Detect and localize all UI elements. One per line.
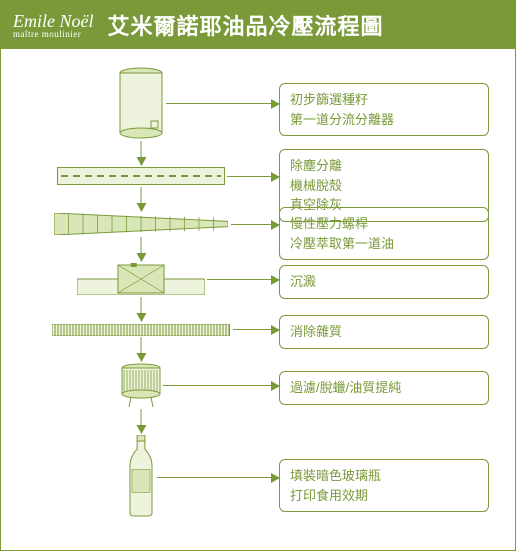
arrow-down-icon [141, 337, 142, 361]
header: Emile Noël maître moulinier 艾米爾諾耶油品冷壓流程圖 [1, 1, 515, 49]
step-text-line: 冷壓萃取第一道油 [290, 234, 478, 254]
screw-press-label: 慢性壓力螺桿冷壓萃取第一道油 [279, 207, 489, 260]
arrow-down-icon [141, 237, 142, 261]
arrow-right-icon [233, 329, 279, 330]
diagram-content: 初步篩選種籽第一道分流分離器除塵分離機械脫殼真空除灰慢性壓力螺桿冷壓萃取第一道油… [1, 49, 515, 551]
diagram-container: Emile Noël maître moulinier 艾米爾諾耶油品冷壓流程圖 [0, 0, 516, 551]
settling-label: 沉澱 [279, 265, 489, 299]
arrow-right-icon [207, 279, 279, 280]
filter-icon [121, 363, 161, 407]
impurity-icon [52, 323, 230, 335]
arrow-right-icon [163, 385, 279, 386]
step-text-line: 打印食用效期 [290, 486, 478, 506]
dehull-plate-icon [57, 167, 225, 185]
text-column: 初步篩選種籽第一道分流分離器除塵分離機械脫殼真空除灰慢性壓力螺桿冷壓萃取第一道油… [279, 49, 515, 551]
arrow-down-icon [141, 409, 142, 433]
step-text-line: 初步篩選種籽 [290, 90, 478, 110]
arrow-right-icon [227, 176, 279, 177]
screw-press-icon [54, 213, 228, 235]
brand-logo: Emile Noël maître moulinier [13, 12, 93, 39]
flow-column [1, 49, 281, 551]
settling-icon [77, 263, 205, 295]
step-text-line: 過濾/脫蠟/油質提純 [290, 378, 478, 398]
bottle-icon [128, 435, 154, 517]
step-text-line: 慢性壓力螺桿 [290, 214, 478, 234]
bottle-label: 填裝暗色玻璃瓶打印食用效期 [279, 459, 489, 512]
arrow-right-icon [166, 103, 279, 104]
step-text-line: 消除雜質 [290, 322, 478, 342]
step-text-line: 填裝暗色玻璃瓶 [290, 466, 478, 486]
brand-name: Emile Noël [13, 11, 93, 31]
step-text-line: 機械脫殼 [290, 176, 478, 196]
arrow-right-icon [157, 477, 279, 478]
arrow-right-icon [231, 224, 279, 225]
arrow-down-icon [141, 187, 142, 211]
seed-silo-icon [119, 67, 163, 139]
impurity-label: 消除雜質 [279, 315, 489, 349]
filter-label: 過濾/脫蠟/油質提純 [279, 371, 489, 405]
arrow-down-icon [141, 141, 142, 165]
brand-subtitle: maître moulinier [13, 30, 93, 39]
diagram-title: 艾米爾諾耶油品冷壓流程圖 [107, 9, 383, 41]
step-text-line: 沉澱 [290, 272, 478, 292]
seed-silo-label: 初步篩選種籽第一道分流分離器 [279, 83, 489, 136]
step-text-line: 第一道分流分離器 [290, 110, 478, 130]
arrow-down-icon [141, 297, 142, 321]
step-text-line: 除塵分離 [290, 156, 478, 176]
